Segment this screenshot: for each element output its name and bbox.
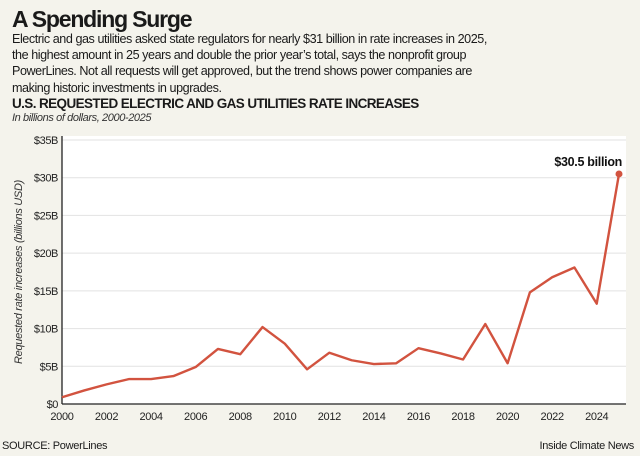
data-point xyxy=(615,170,623,178)
x-tick-label: 2022 xyxy=(541,411,564,423)
x-tick-label: 2010 xyxy=(273,411,296,423)
x-tick-label: 2012 xyxy=(318,411,341,423)
series-line xyxy=(61,173,621,399)
y-tick-label: $20B xyxy=(34,248,58,260)
y-tick-label: $25B xyxy=(34,210,58,222)
y-tick-label: $10B xyxy=(34,324,58,336)
x-tick-label: 2006 xyxy=(184,411,207,423)
y-tick-label: $5B xyxy=(40,361,58,373)
x-tick-label: 2016 xyxy=(407,411,430,423)
chart-title: U.S. REQUESTED ELECTRIC AND GAS UTILITIE… xyxy=(12,96,419,111)
chart-subtitle: In billions of dollars, 2000-2025 xyxy=(12,112,152,124)
x-tick-label: 2008 xyxy=(229,411,252,423)
x-tick-label: 2000 xyxy=(50,411,73,423)
x-tick-label: 2002 xyxy=(95,411,118,423)
y-tick-label: $15B xyxy=(34,286,58,298)
y-tick-label: $30B xyxy=(34,173,58,185)
intro-line: PowerLines. Not all requests will get ap… xyxy=(12,64,472,79)
intro-text: Electric and gas utilities asked state r… xyxy=(12,31,487,96)
x-tick-label: 2018 xyxy=(451,411,474,423)
peak-annotation: $30.5 billion xyxy=(554,155,622,169)
plot-area xyxy=(62,136,626,404)
x-tick-label: 2024 xyxy=(585,411,608,423)
y-tick-label: $0 xyxy=(47,399,59,411)
intro-line: Electric and gas utilities asked state r… xyxy=(12,32,487,46)
y-axis-title: Requested rate increases (billions USD) xyxy=(13,179,25,364)
credit: Inside Climate News xyxy=(539,440,634,452)
source-note: SOURCE: PowerLines xyxy=(2,440,108,452)
y-tick-label: $35B xyxy=(34,135,58,147)
headline: A Spending Surge xyxy=(12,6,192,32)
x-tick-label: 2014 xyxy=(362,411,385,423)
intro-line: the highest amount in 25 years and doubl… xyxy=(12,48,467,63)
x-tick-label: 2004 xyxy=(139,411,162,423)
intro-line: making historic investments in upgrades. xyxy=(12,80,222,95)
x-tick-label: 2020 xyxy=(496,411,519,423)
